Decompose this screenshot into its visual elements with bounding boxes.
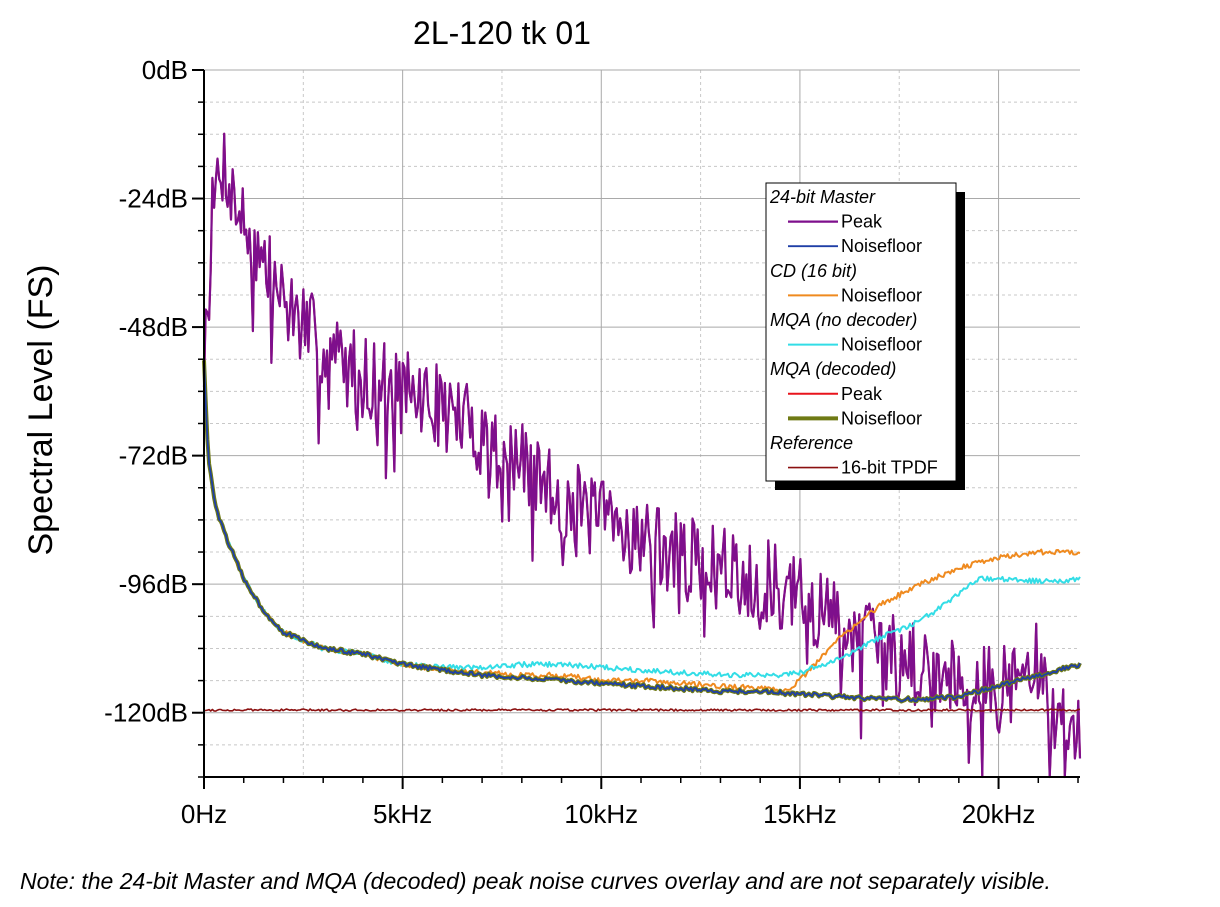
y-tick-label: -120dB bbox=[104, 698, 188, 728]
series-master_noise bbox=[203, 360, 1081, 703]
y-axis-label: Spectral Level (FS) bbox=[22, 265, 60, 556]
y-tick-label: -72dB bbox=[119, 441, 188, 471]
legend-entry-label: 16-bit TPDF bbox=[841, 458, 938, 478]
series-master_peak bbox=[202, 132, 1082, 779]
legend-entry-label: Peak bbox=[841, 384, 883, 404]
legend-group-label: MQA (no decoder) bbox=[770, 310, 917, 330]
footnote: Note: the 24-bit Master and MQA (decoded… bbox=[20, 868, 1051, 894]
y-tick-label: -48dB bbox=[119, 312, 188, 342]
chart: 2L-120 tk 01 0dB -24dB -48dB -72dB -96dB -120… bbox=[22, 15, 1082, 829]
legend-group-label: Reference bbox=[770, 433, 853, 453]
legend-entry-label: Noisefloor bbox=[841, 285, 922, 305]
y-tick-label: -96dB bbox=[119, 569, 188, 599]
y-tick-label: -24dB bbox=[119, 184, 188, 214]
chart-title: 2L-120 tk 01 bbox=[413, 15, 591, 51]
legend-group-label: 24-bit Master bbox=[769, 187, 876, 207]
x-tick-label: 5kHz bbox=[373, 799, 432, 829]
legend-entry-label: Noisefloor bbox=[841, 236, 922, 256]
legend-entry-label: Peak bbox=[841, 212, 883, 232]
x-tick-label: 10kHz bbox=[564, 799, 638, 829]
x-tick-label: 20kHz bbox=[962, 799, 1036, 829]
series-tpdf bbox=[203, 708, 1081, 712]
legend-group-label: MQA (decoded) bbox=[770, 359, 896, 379]
legend: 24-bit Master Peak Noisefloor CD (16 bit) No… bbox=[765, 182, 965, 490]
legend-entry-label: Noisefloor bbox=[841, 408, 922, 428]
x-tick-label: 15kHz bbox=[763, 799, 837, 829]
y-tick-label: 0dB bbox=[142, 55, 188, 85]
axes: 0dB -24dB -48dB -72dB -96dB -120dB 0Hz 5kHz 10kH… bbox=[104, 55, 1080, 829]
x-tick-label: 0Hz bbox=[181, 799, 227, 829]
plot-area bbox=[202, 132, 1082, 779]
legend-box bbox=[765, 182, 957, 482]
legend-group-label: CD (16 bit) bbox=[770, 261, 857, 281]
legend-entry-label: Noisefloor bbox=[841, 335, 922, 355]
